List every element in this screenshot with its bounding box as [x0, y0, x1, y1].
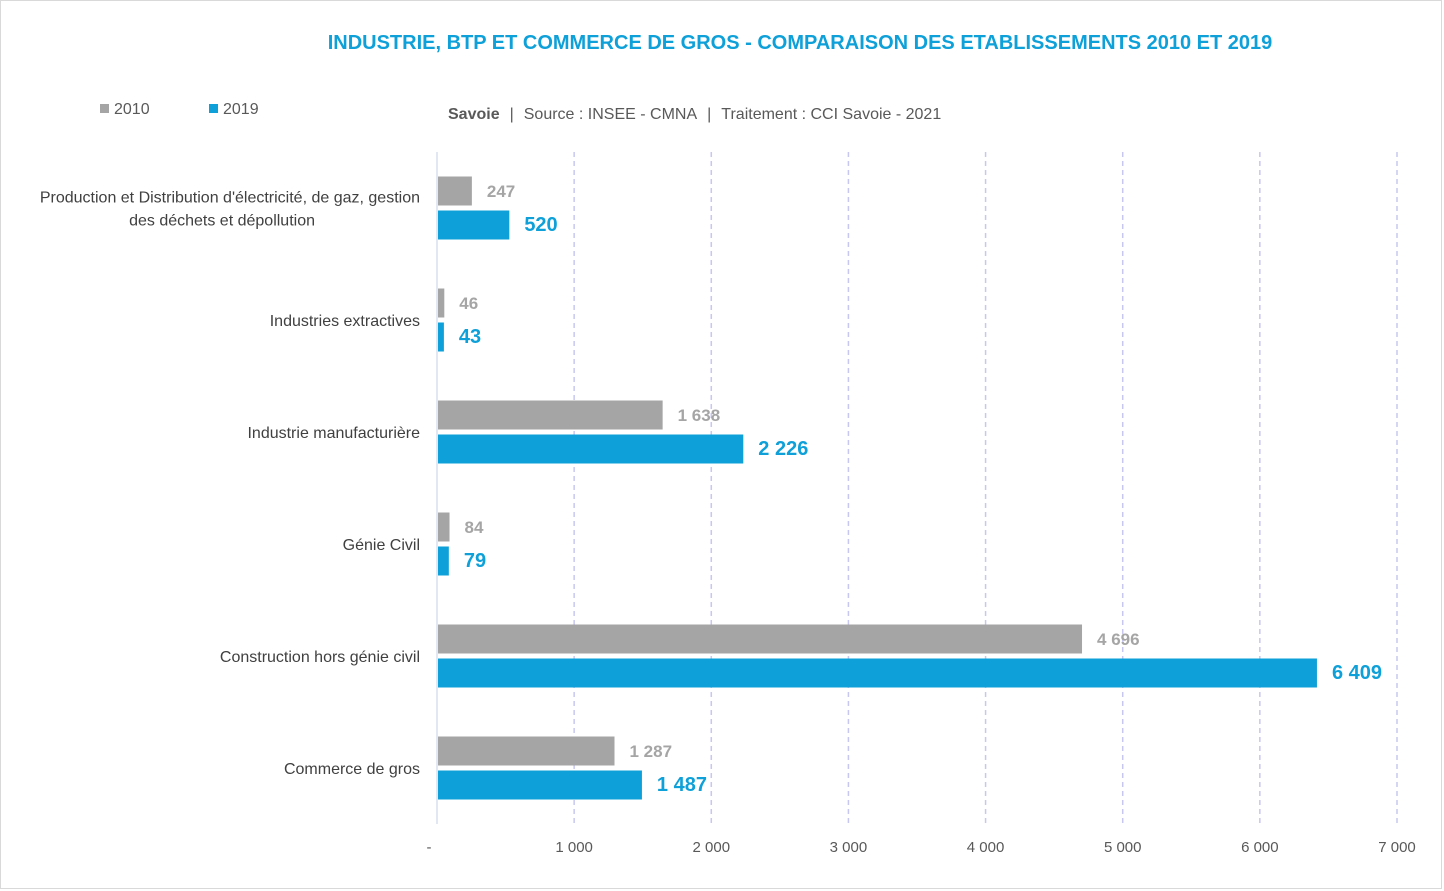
subtitle-source: Source : INSEE - CMNA	[523, 106, 698, 123]
x-tick-label: 1 000	[555, 839, 593, 856]
bar-2010	[438, 400, 663, 430]
subtitle-region: Savoie	[448, 106, 500, 123]
data-label-2019: 79	[464, 550, 486, 572]
legend-swatch-2019	[209, 104, 218, 113]
bar-2019	[438, 322, 444, 352]
x-tick-label: 4 000	[967, 839, 1005, 856]
x-tick-label: -	[427, 839, 432, 856]
bar-2019	[438, 546, 449, 576]
category-label: Production et Distribution d'électricité…	[40, 190, 420, 207]
legend-label-2010: 2010	[114, 101, 150, 118]
bar-2019	[438, 210, 510, 240]
category-label: Industrie manufacturière	[247, 425, 420, 442]
data-label-2019: 43	[459, 326, 481, 348]
data-label-2010: 4 696	[1097, 630, 1140, 649]
data-label-2010: 84	[465, 518, 484, 537]
data-label-2019: 520	[524, 214, 557, 236]
x-tick-label: 7 000	[1378, 839, 1416, 856]
data-label-2019: 6 409	[1332, 662, 1382, 684]
bar-2010	[438, 176, 472, 206]
category-label: Génie Civil	[343, 537, 420, 554]
legend-label-2019: 2019	[223, 101, 259, 118]
subtitle-separator: |	[509, 106, 514, 123]
data-label-2010: 247	[487, 182, 515, 201]
category-label: Commerce de gros	[284, 761, 420, 778]
subtitle-treatment: Traitement : CCI Savoie - 2021	[721, 106, 942, 123]
data-label-2010: 46	[459, 294, 478, 313]
bar-2010	[438, 512, 450, 542]
bar-2010	[438, 288, 445, 318]
legend-item-2019: 2019	[209, 101, 259, 119]
bar-2019	[438, 434, 744, 464]
x-tick-label: 6 000	[1241, 839, 1279, 856]
bar-2010	[438, 624, 1083, 654]
legend-item-2010: 2010	[100, 101, 150, 119]
chart-subtitle: Savoie | Source : INSEE - CMNA | Traitement …	[448, 106, 941, 124]
legend-swatch-2010	[100, 104, 109, 113]
data-label-2010: 1 638	[678, 406, 721, 425]
x-tick-label: 2 000	[693, 839, 731, 856]
bar-2019	[438, 770, 642, 800]
category-label: des déchets et dépollution	[129, 213, 315, 230]
data-label-2019: 1 487	[657, 774, 707, 796]
x-tick-label: 5 000	[1104, 839, 1142, 856]
data-label-2010: 1 287	[630, 742, 673, 761]
category-label: Industries extractives	[270, 313, 420, 330]
x-tick-label: 3 000	[830, 839, 868, 856]
data-label-2019: 2 226	[758, 438, 808, 460]
category-label: Construction hors génie civil	[220, 649, 420, 666]
chart-title: INDUSTRIE, BTP ET COMMERCE DE GROS - COM…	[327, 32, 1273, 54]
subtitle-separator: |	[707, 106, 712, 123]
bar-2010	[438, 736, 615, 766]
bar-2019	[438, 658, 1317, 688]
